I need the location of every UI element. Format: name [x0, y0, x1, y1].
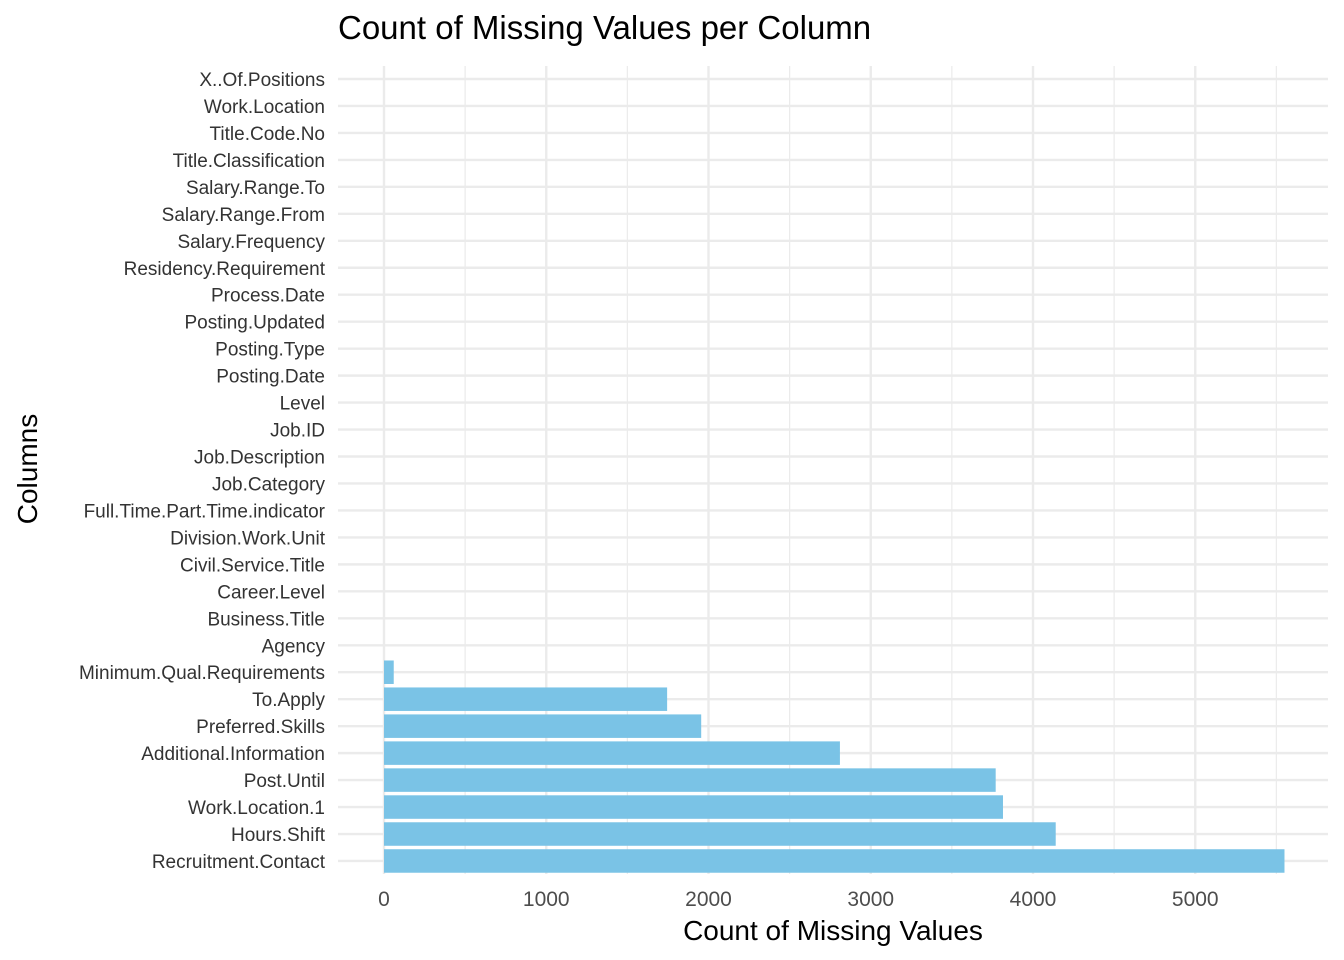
y-tick-label: Preferred.Skills: [196, 717, 325, 738]
y-tick-label: Salary.Frequency: [178, 232, 326, 253]
bar: [384, 660, 394, 684]
y-tick-label: Business.Title: [207, 609, 325, 630]
y-tick-label: Job.Description: [194, 448, 325, 469]
y-tick-label: Salary.Range.To: [186, 178, 325, 199]
y-tick-label: Post.Until: [244, 771, 325, 792]
y-axis-ticks: X..Of.Positions Work.Location Title.Code.N…: [79, 70, 326, 873]
y-tick-label: Job.Category: [212, 474, 326, 495]
y-tick-label: Recruitment.Contact: [152, 852, 326, 873]
x-tick-label: 2000: [685, 888, 732, 911]
y-tick-label: Title.Classification: [173, 151, 325, 172]
x-tick-label: 4000: [1010, 888, 1057, 911]
bar: [384, 849, 1285, 873]
bar: [384, 795, 1003, 819]
y-tick-label: Agency: [262, 636, 326, 657]
y-tick-label: To.Apply: [252, 690, 325, 711]
y-tick-label: Civil.Service.Title: [180, 555, 325, 576]
chart-title: Count of Missing Values per Column: [338, 9, 871, 46]
y-tick-label: Posting.Updated: [185, 313, 326, 334]
y-tick-label: X..Of.Positions: [199, 70, 325, 91]
y-tick-label: Full.Time.Part.Time.indicator: [84, 501, 326, 522]
bar: [384, 768, 996, 792]
y-tick-label: Hours.Shift: [231, 825, 326, 846]
y-tick-label: Additional.Information: [141, 744, 325, 765]
bar: [384, 741, 840, 765]
grid: [338, 66, 1328, 874]
y-tick-label: Posting.Date: [216, 367, 325, 388]
x-tick-label: 1000: [523, 888, 570, 911]
x-tick-label: 3000: [847, 888, 894, 911]
bar: [384, 822, 1056, 846]
y-axis-title: Columns: [12, 414, 43, 524]
y-tick-label: Posting.Type: [215, 340, 325, 361]
y-tick-label: Job.ID: [270, 421, 325, 442]
bars: [384, 660, 1285, 873]
x-axis-ticks: 0 1000 2000 3000 4000 5000: [378, 888, 1218, 911]
y-tick-label: Minimum.Qual.Requirements: [79, 663, 325, 684]
y-tick-label: Salary.Range.From: [162, 205, 325, 226]
bar: [384, 714, 702, 738]
y-tick-label: Work.Location.1: [188, 798, 325, 819]
x-tick-label: 5000: [1172, 888, 1219, 911]
y-tick-label: Process.Date: [211, 286, 325, 307]
y-tick-label: Residency.Requirement: [124, 259, 326, 280]
x-tick-label: 0: [378, 888, 390, 911]
y-tick-label: Level: [280, 394, 325, 415]
y-tick-label: Work.Location: [204, 97, 325, 118]
y-tick-label: Title.Code.No: [210, 124, 325, 145]
y-tick-label: Career.Level: [217, 582, 325, 603]
bar: [384, 687, 668, 711]
x-axis-title: Count of Missing Values: [683, 915, 983, 946]
y-tick-label: Division.Work.Unit: [170, 528, 326, 549]
